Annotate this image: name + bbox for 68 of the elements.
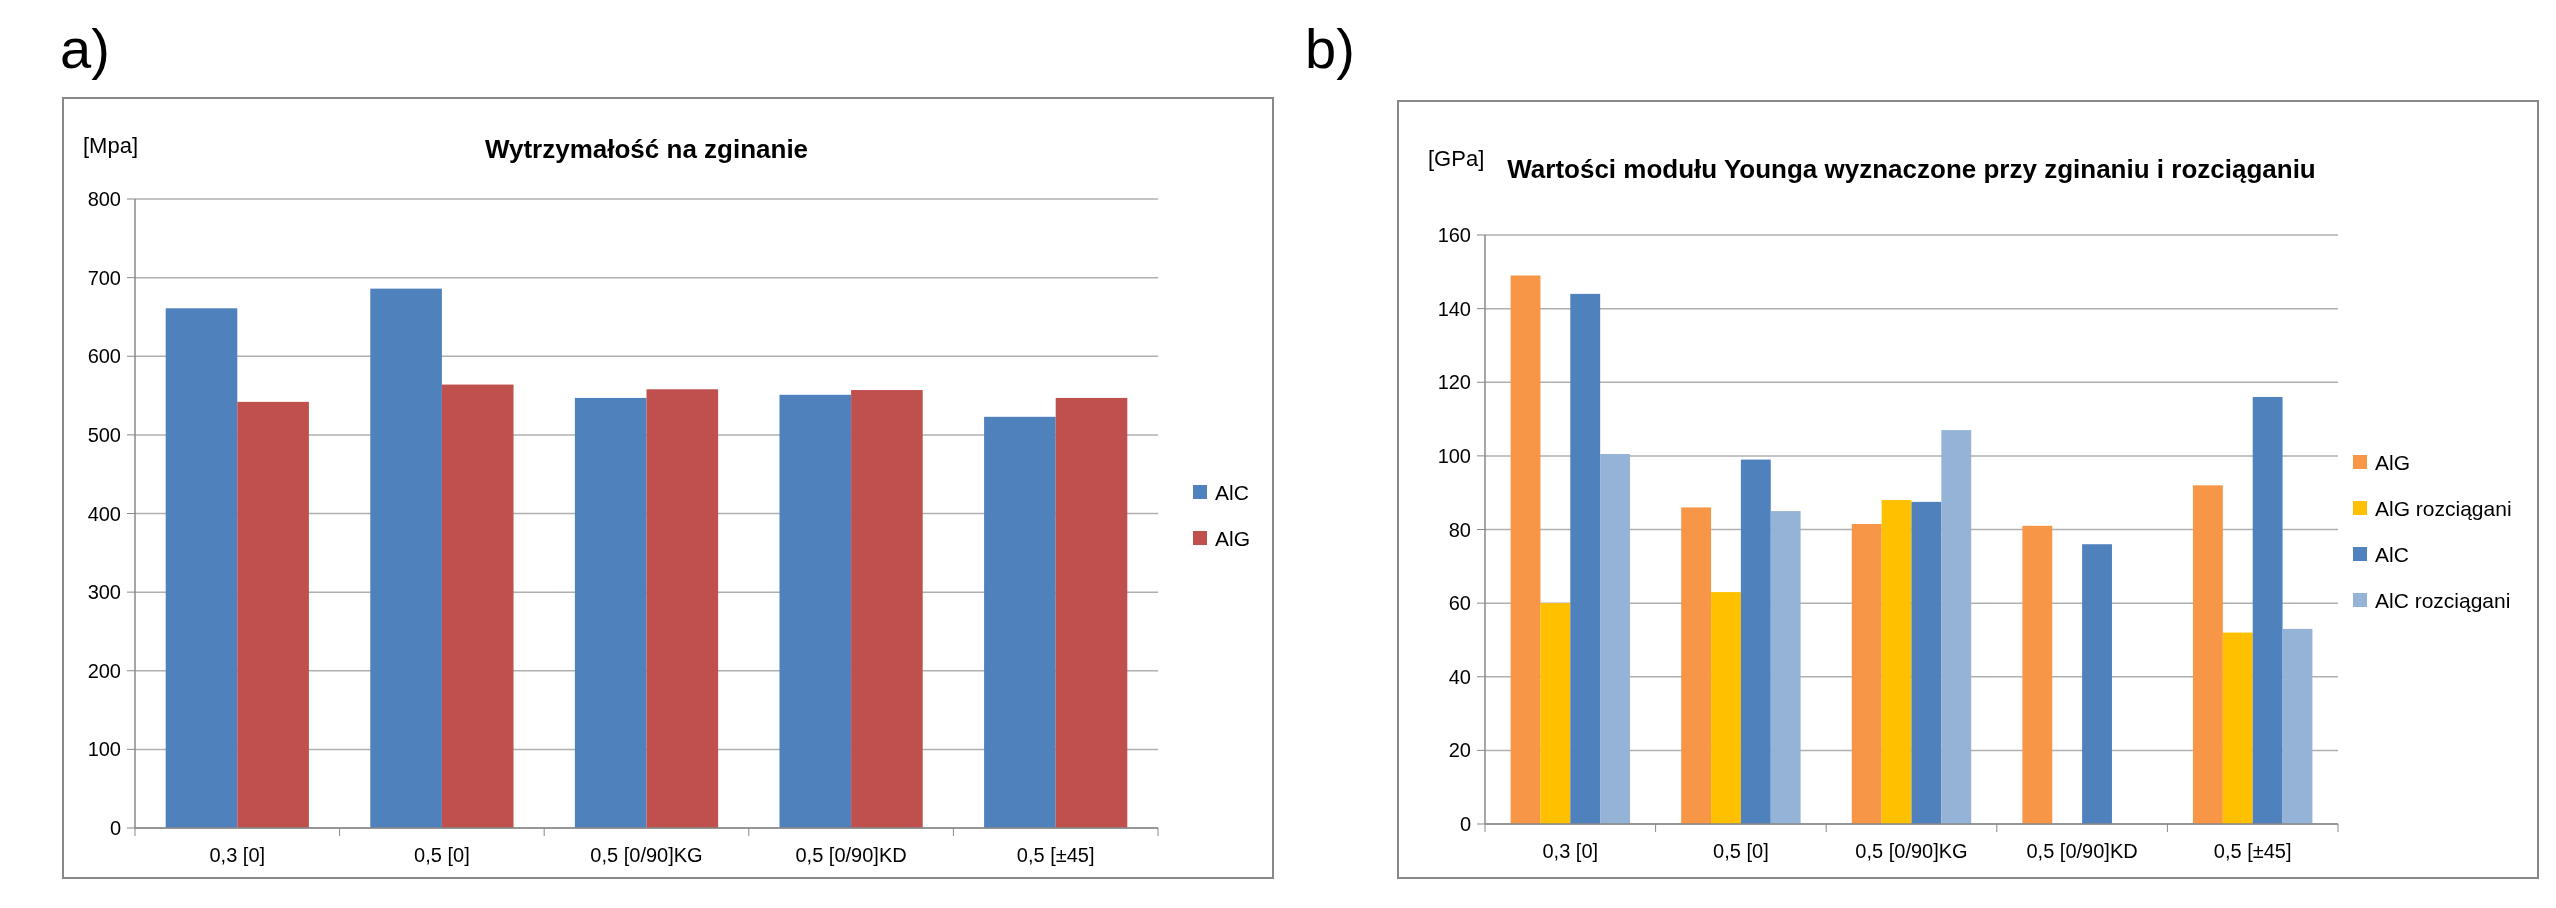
bar bbox=[851, 390, 923, 828]
y-tick-label: 100 bbox=[1437, 444, 1471, 467]
bar bbox=[1055, 397, 1128, 828]
bar bbox=[1740, 459, 1771, 824]
y-tick-label: 200 bbox=[87, 659, 121, 682]
y-tick-label: 300 bbox=[87, 581, 121, 604]
x-tick-label: 0,5 [±45] bbox=[2213, 840, 2292, 862]
x-tick-label: 0,5 [0/90]KD bbox=[795, 844, 907, 866]
x-tick-label: 0,5 [0/90]KG bbox=[1855, 840, 1968, 862]
x-tick-label: 0,3 [0] bbox=[1542, 840, 1599, 862]
y-axis-title: [Mpa] bbox=[83, 133, 139, 158]
bar bbox=[1941, 430, 1972, 824]
bar bbox=[1570, 293, 1601, 824]
bar bbox=[1510, 275, 1541, 824]
x-tick-label: 0,5 [±45] bbox=[1016, 844, 1095, 866]
y-tick-label: 100 bbox=[87, 738, 121, 761]
bar bbox=[1600, 454, 1631, 824]
chart-title: Wartości modułu Younga wyznaczone przy zginaniu i rozciąganiu bbox=[1507, 154, 2316, 184]
x-tick-label: 0,3 [0] bbox=[209, 844, 266, 866]
x-tick-label: 0,5 [0] bbox=[1713, 840, 1769, 862]
y-tick-label: 60 bbox=[1448, 592, 1471, 615]
bar bbox=[370, 288, 442, 828]
y-tick-label: 700 bbox=[87, 266, 121, 289]
bar bbox=[1681, 507, 1712, 824]
y-tick-label: 800 bbox=[87, 188, 121, 210]
bar bbox=[984, 416, 1056, 828]
legend-label: AlC rozciągani bbox=[2375, 589, 2511, 613]
y-tick-label: 80 bbox=[1448, 518, 1471, 541]
y-tick-label: 0 bbox=[109, 817, 121, 839]
legend-label: AlG bbox=[2375, 451, 2411, 475]
y-tick-label: 20 bbox=[1448, 739, 1471, 762]
text: b) bbox=[1305, 17, 1355, 80]
y-tick-label: 160 bbox=[1437, 224, 1471, 246]
bar bbox=[2222, 632, 2253, 824]
bar bbox=[1851, 523, 1882, 824]
bar bbox=[1911, 501, 1942, 824]
bar bbox=[1770, 511, 1801, 824]
x-tick-label: 0,5 [0] bbox=[414, 844, 470, 866]
chart-title: Wytrzymałość na zginanie bbox=[484, 134, 809, 164]
y-tick-label: 140 bbox=[1437, 297, 1471, 320]
y-tick-label: 120 bbox=[1437, 371, 1471, 394]
bar bbox=[441, 384, 514, 828]
legend-label: AlG bbox=[1215, 527, 1251, 551]
bar bbox=[646, 389, 719, 828]
bar bbox=[574, 397, 647, 828]
bar bbox=[1711, 592, 1741, 824]
text: a) bbox=[60, 17, 110, 80]
y-tick-label: 40 bbox=[1448, 665, 1471, 688]
bar bbox=[779, 394, 852, 828]
bar bbox=[2192, 485, 2223, 824]
bar bbox=[1881, 500, 1912, 824]
x-tick-label: 0,5 [0/90]KD bbox=[2026, 840, 2138, 862]
bar bbox=[237, 401, 309, 828]
y-tick-label: 600 bbox=[87, 345, 121, 368]
bar bbox=[2252, 396, 2283, 824]
y-tick-label: 0 bbox=[1459, 813, 1471, 835]
x-tick-label: 0,5 [0/90]KG bbox=[590, 844, 703, 866]
y-axis-title: [GPa] bbox=[1428, 146, 1485, 171]
legend-label: AlG rozciągani bbox=[2375, 497, 2512, 521]
bar bbox=[2022, 525, 2053, 824]
y-tick-label: 500 bbox=[87, 423, 121, 446]
bar bbox=[2082, 544, 2112, 824]
bar bbox=[165, 308, 238, 828]
legend-label: AlC bbox=[2375, 543, 2409, 567]
y-tick-label: 400 bbox=[87, 502, 121, 525]
bar bbox=[2282, 628, 2313, 824]
legend-label: AlC bbox=[1215, 481, 1249, 505]
bar bbox=[1540, 603, 1571, 824]
